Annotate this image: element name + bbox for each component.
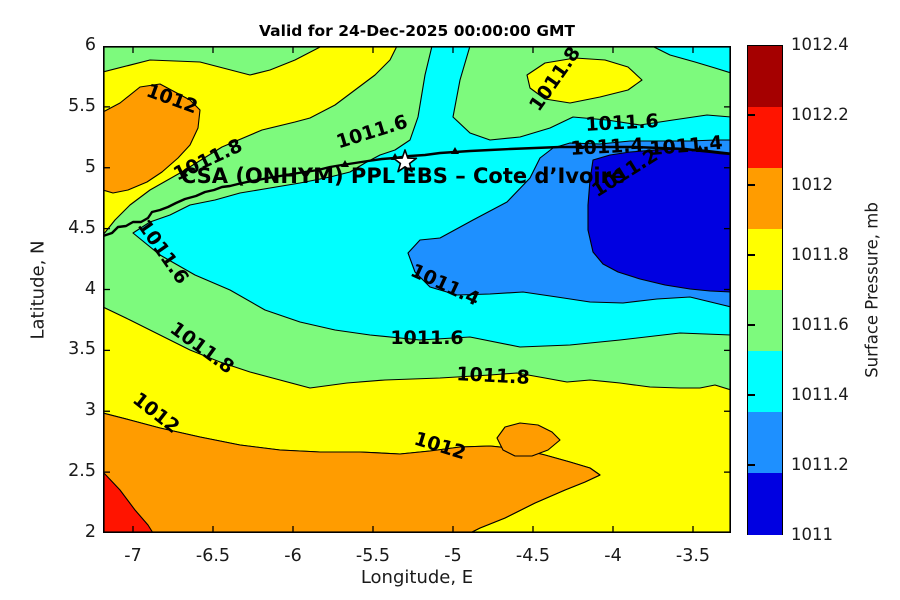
plot-title: Valid for 24-Dec-2025 00:00:00 GMT <box>259 22 575 40</box>
colorbar-tick-label: 1011.8 <box>791 245 849 264</box>
x-tick-label: -5.5 <box>355 546 391 566</box>
x-tick-label: -6.5 <box>195 546 231 566</box>
band-1012-1012.2-small-blob <box>496 422 561 457</box>
star-marker <box>392 149 418 173</box>
x-tick-label: -4.5 <box>515 546 551 566</box>
x-tick-label: -6 <box>284 546 302 566</box>
coastline <box>103 145 731 238</box>
colorbar-segment <box>748 351 782 413</box>
band-1012.2-1012.4-sw-corner <box>103 471 154 533</box>
colorbar-tick <box>748 114 755 116</box>
x-tick-label: -7 <box>124 546 142 566</box>
colorbar-tick-label: 1012.2 <box>791 105 849 124</box>
colorbar-segment <box>748 46 782 108</box>
colorbar-segment <box>748 168 782 230</box>
plot-frame <box>103 46 731 533</box>
colorbar-tick-label: 1012 <box>791 175 833 194</box>
x-tick-label: -4 <box>604 546 622 566</box>
y-tick-label: 3.5 <box>68 339 96 360</box>
y-axis-label: Latitude, N <box>27 240 49 340</box>
x-tick-label: -3.5 <box>675 546 711 566</box>
colorbar-tick-label: 1011 <box>791 525 833 544</box>
colorbar-tick <box>748 184 755 186</box>
colorbar-tick-label: 1011.2 <box>791 455 849 474</box>
colorbar <box>747 45 783 535</box>
colorbar-axis-label: Surface Pressure, mb <box>862 202 882 378</box>
x-axis-label: Longitude, E <box>360 567 474 588</box>
band-1011-1011.2 <box>587 148 731 293</box>
y-tick-label: 3 <box>84 400 96 421</box>
colorbar-tick <box>748 324 755 326</box>
band-1011.4-1011.6-ne-corner <box>651 46 731 74</box>
y-tick-label: 5.5 <box>68 95 96 116</box>
contour-map <box>103 46 731 533</box>
colorbar-tick <box>748 464 755 466</box>
contour-bands <box>103 46 731 533</box>
band-1012-1012.2-nw-blob <box>103 83 201 194</box>
colorbar-tick-label: 1011.4 <box>791 385 849 404</box>
x-tick-label: -5 <box>444 546 462 566</box>
y-tick-label: 2 <box>84 522 96 542</box>
colorbar-segment <box>748 290 782 352</box>
y-tick-label: 5 <box>84 156 96 177</box>
y-tick-label: 6 <box>84 35 96 55</box>
colorbar-tick <box>748 394 755 396</box>
colorbar-tick-label: 1012.4 <box>791 35 849 54</box>
colorbar-segment <box>748 473 782 535</box>
colorbar-segment <box>748 229 782 291</box>
colorbar-tick <box>748 254 755 256</box>
y-tick-label: 2.5 <box>68 461 96 482</box>
colorbar-tick-label: 1011.6 <box>791 315 849 334</box>
colorbar-segment <box>748 107 782 169</box>
y-tick-label: 4 <box>84 278 96 299</box>
y-tick-label: 4.5 <box>68 217 96 238</box>
colorbar-segment <box>748 412 782 474</box>
band-1011.8-1012-ne-blob <box>526 57 643 104</box>
